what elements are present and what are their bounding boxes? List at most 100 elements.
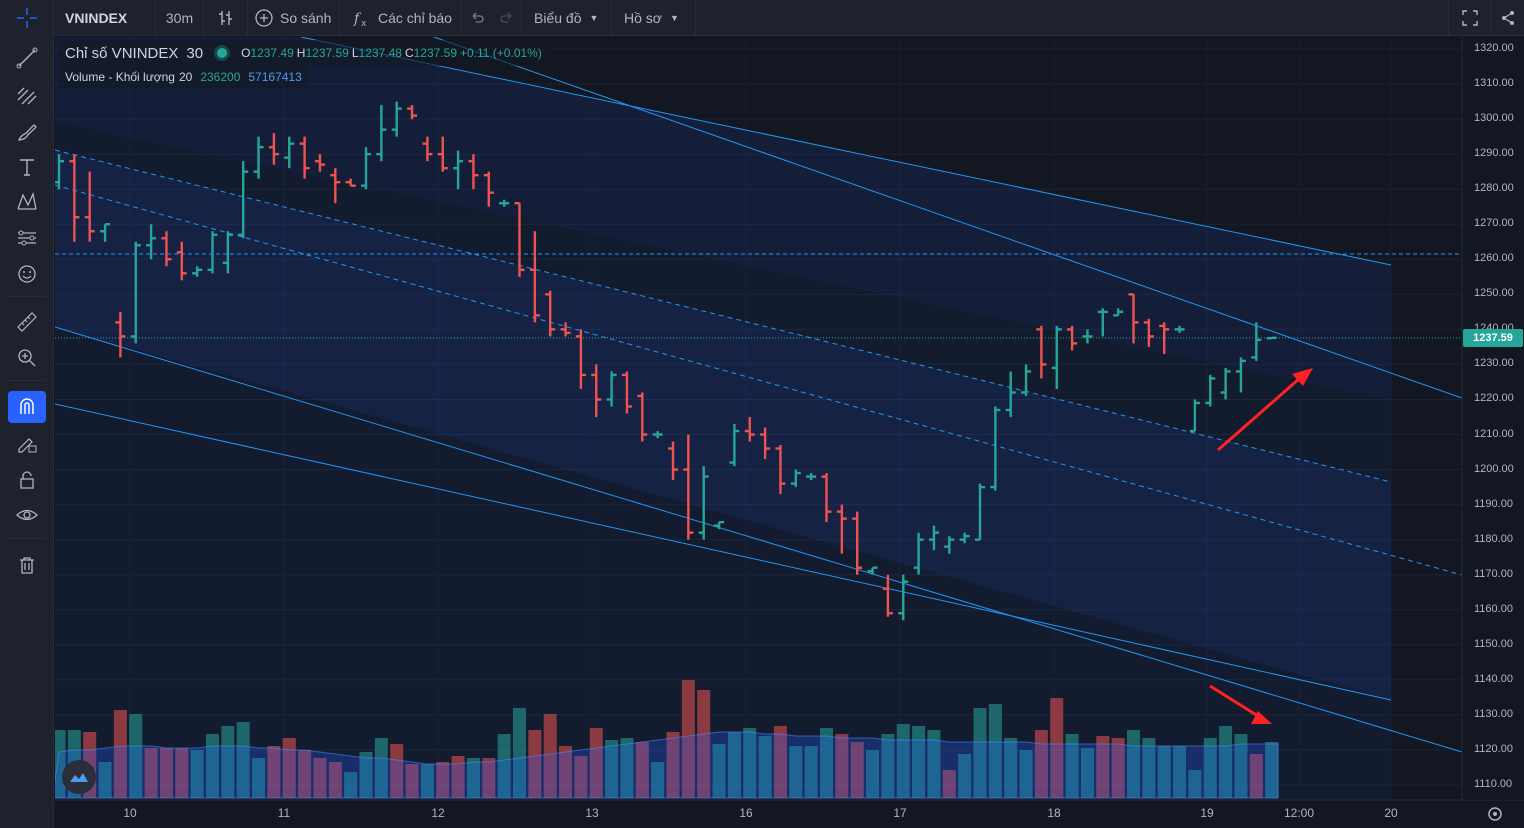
zoom-icon: [18, 349, 36, 367]
market-status-dot[interactable]: [217, 48, 228, 58]
share-button[interactable]: [1490, 0, 1524, 36]
ohlc-bar: [468, 154, 479, 190]
volume-bar: [896, 724, 910, 798]
time-axis[interactable]: [55, 801, 1462, 828]
profile-button[interactable]: Hồ sơ ▼: [612, 0, 696, 36]
price-axis[interactable]: [1463, 37, 1524, 800]
chart-type-button[interactable]: [204, 0, 248, 36]
undo-button[interactable]: [462, 0, 492, 36]
annotation-arrow-down[interactable]: [1209, 684, 1272, 724]
main-channel-fill: [55, 150, 1391, 700]
ohlc-bar: [253, 136, 264, 179]
symbol-search-button[interactable]: VNINDEX: [54, 0, 156, 36]
price-tick-label: 1200.00: [1474, 462, 1514, 475]
ohlc-bar: [330, 168, 341, 204]
pattern-tool[interactable]: [8, 186, 46, 218]
volume-bar: [1111, 738, 1125, 798]
lock-drawing-tool[interactable]: [8, 428, 46, 460]
forecast-tool[interactable]: [8, 222, 46, 254]
price-tick-label: 1120.00: [1474, 742, 1513, 755]
price-tick-label: 1230.00: [1474, 357, 1514, 370]
pattern-icon: [17, 191, 37, 210]
volume-bar: [129, 714, 143, 798]
ohlc-bar: [867, 566, 878, 575]
settings-gear-icon[interactable]: [1488, 807, 1502, 821]
ohlc-bar: [1220, 367, 1231, 400]
ohlc-bar: [69, 154, 80, 242]
channel-drawings[interactable]: [55, 37, 1462, 800]
interval-button[interactable]: 30m: [156, 0, 204, 36]
crosshair-tool[interactable]: [8, 2, 46, 34]
legend-title: Chỉ số VNINDEX: [65, 44, 179, 62]
text-tool[interactable]: [8, 151, 46, 183]
lock-tool[interactable]: [8, 464, 46, 496]
volume-bar: [1234, 734, 1248, 798]
volume-bar: [1004, 738, 1018, 798]
volume-bar: [55, 730, 66, 798]
emoji-tool[interactable]: [8, 258, 46, 290]
trash-tool[interactable]: [8, 549, 46, 581]
ohlc-bar: [545, 290, 556, 337]
volume-bar: [328, 762, 342, 798]
price-tick-label: 1150.00: [1474, 637, 1513, 650]
indicators-button[interactable]: f x Các chỉ báo: [340, 0, 462, 36]
ohlc-bar: [284, 136, 295, 169]
ohlc-bar: [1189, 399, 1200, 433]
ohlc-bar: [1036, 325, 1047, 379]
ruler-icon: [17, 312, 37, 332]
volume-bar: [1173, 746, 1187, 798]
magnet-tool[interactable]: [8, 391, 46, 423]
volume-bar: [1157, 746, 1171, 798]
fullscreen-button[interactable]: [1448, 0, 1490, 36]
price-tick-label: 1180.00: [1474, 532, 1513, 545]
volume-bar: [98, 762, 112, 798]
main-series-legend[interactable]: Chỉ số VNINDEX 30 O 1237.49 H 1237.59 L …: [59, 40, 551, 66]
volume-bar: [528, 730, 542, 798]
ohlc-bar: [683, 434, 694, 540]
zoom-tool[interactable]: [8, 342, 46, 374]
ruler-tool[interactable]: [8, 306, 46, 338]
crosshair-icon: [17, 8, 37, 28]
ohlc-bar: [84, 171, 95, 242]
trend-line-tool[interactable]: [8, 42, 46, 74]
time-tick-label: 18: [1047, 806, 1061, 820]
ohlc-bar: [1051, 325, 1062, 389]
volume-bar: [681, 680, 695, 798]
lower-channel-bottom-line[interactable]: [55, 403, 1392, 701]
ohlc-bar: [990, 406, 1001, 491]
main-channel-bottom-line[interactable]: [55, 326, 1462, 753]
ohlc-bar: [1082, 329, 1093, 344]
volume-bar: [743, 728, 757, 798]
redo-button[interactable]: [492, 0, 522, 36]
volume-legend[interactable]: Volume - Khối lượng 20 236200 57167413: [59, 66, 308, 88]
ohlc-bar: [775, 445, 786, 495]
share-icon: [1501, 11, 1514, 25]
time-tick-label: 16: [739, 806, 753, 820]
volume-bar: [252, 758, 266, 798]
volume-bar: [298, 750, 312, 798]
upper-channel-extension-line[interactable]: [433, 37, 1462, 399]
time-tick-label: 11: [277, 806, 291, 820]
compare-button[interactable]: So sánh: [248, 0, 340, 36]
last-price-badge: 1237.59: [1463, 328, 1523, 347]
chart-layout-button[interactable]: Biểu đồ ▼: [522, 0, 612, 36]
fib-tool[interactable]: [8, 79, 46, 111]
profile-label: Hồ sơ: [624, 10, 662, 26]
ohlc-bar: [268, 133, 279, 165]
volume-bar: [666, 732, 680, 798]
legend-interval: 30: [186, 44, 204, 62]
volume-bar: [958, 754, 972, 798]
ohlc-bar: [637, 392, 648, 442]
ohlc-bar: [1205, 374, 1216, 407]
annotation-arrow-up[interactable]: [1217, 368, 1313, 452]
brush-tool[interactable]: [8, 116, 46, 148]
upper-channel-top-line[interactable]: [300, 37, 1392, 266]
visibility-tool[interactable]: [8, 499, 46, 531]
chart-logo[interactable]: [62, 760, 96, 794]
legend-open-label: O: [241, 46, 251, 60]
volume-bar: [727, 732, 741, 798]
ohlc-bar: [376, 105, 387, 162]
price-tick-label: 1160.00: [1474, 602, 1513, 615]
ohlc-bar: [760, 427, 771, 460]
